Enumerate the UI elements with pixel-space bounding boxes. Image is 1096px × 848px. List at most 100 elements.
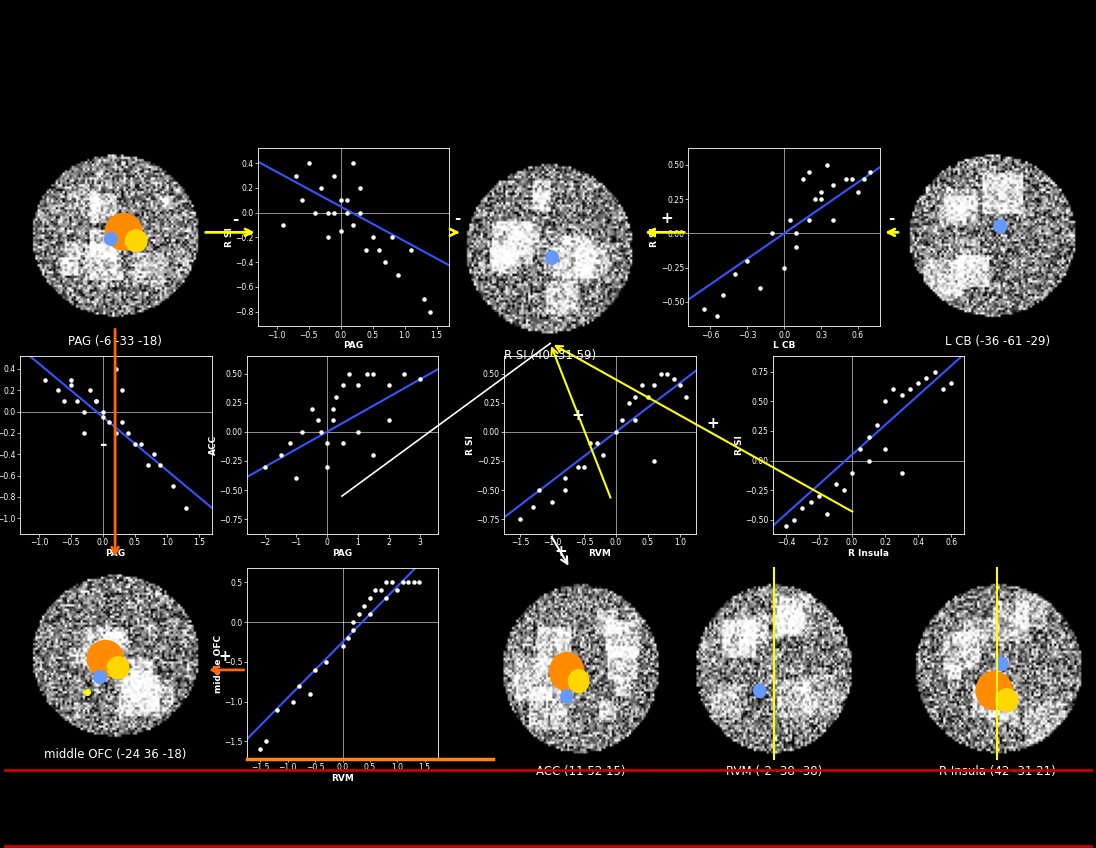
Point [36, 373, 54, 387]
Point [377, 576, 396, 589]
Point [530, 483, 548, 497]
Point [810, 489, 827, 503]
Point [659, 367, 676, 381]
Point [358, 367, 376, 381]
Circle shape [88, 640, 124, 677]
Point [88, 394, 105, 408]
Point [377, 592, 396, 605]
Point [826, 477, 844, 491]
Point [287, 169, 305, 182]
Point [627, 413, 644, 427]
Point [396, 367, 413, 381]
Point [294, 425, 311, 438]
Point [49, 383, 67, 397]
Point [835, 483, 853, 497]
Point [56, 394, 73, 408]
Point [106, 362, 124, 376]
Point [852, 442, 869, 455]
Point [824, 179, 842, 192]
Point [794, 501, 811, 515]
Point [775, 261, 792, 275]
Point [399, 576, 416, 589]
Point [351, 181, 368, 195]
X-axis label: PAG: PAG [332, 549, 353, 558]
Point [68, 394, 85, 408]
Point [312, 425, 330, 438]
Point [256, 734, 274, 748]
Point [282, 437, 299, 450]
Y-axis label: R SI: R SI [650, 227, 660, 248]
Point [62, 373, 80, 387]
Point [113, 416, 130, 429]
Point [901, 382, 918, 396]
Y-axis label: middle OFC: middle OFC [214, 634, 222, 693]
Point [800, 165, 818, 178]
Text: -: - [232, 212, 239, 227]
Text: -: - [454, 211, 460, 226]
Point [713, 288, 731, 302]
Point [627, 390, 644, 404]
Point [569, 460, 586, 473]
Text: Figure 6:: Figure 6: [13, 785, 73, 798]
Point [351, 206, 368, 220]
Point [344, 616, 362, 629]
Point [340, 631, 357, 644]
Text: +: + [218, 649, 231, 664]
X-axis label: PAG: PAG [105, 549, 126, 558]
Point [383, 231, 400, 244]
Point [332, 193, 350, 207]
Point [802, 495, 820, 509]
Point [671, 378, 688, 392]
Point [344, 218, 362, 232]
Point [62, 378, 80, 392]
Point [339, 206, 356, 220]
Point [893, 388, 911, 402]
Point [556, 471, 573, 485]
Point [312, 181, 330, 195]
Point [594, 449, 612, 462]
Circle shape [994, 220, 1007, 232]
Point [639, 390, 657, 404]
Point [300, 687, 318, 700]
Point [380, 378, 398, 392]
X-axis label: RVM: RVM [331, 773, 354, 783]
Point [837, 172, 855, 186]
Point [910, 377, 927, 390]
Point [943, 377, 960, 390]
Point [88, 394, 105, 408]
Point [777, 519, 795, 533]
Point [727, 268, 744, 282]
Point [75, 427, 92, 440]
Point [859, 454, 877, 467]
Point [807, 192, 824, 206]
Text: RVM (-2 -38 -38): RVM (-2 -38 -38) [726, 765, 822, 778]
Point [306, 206, 324, 220]
Point [917, 371, 935, 384]
Point [324, 402, 342, 416]
Point [819, 507, 836, 521]
Point [256, 460, 274, 473]
Text: Multi-regression analyses with the right SI, mid-lateral OFC, or ACC as the depe: Multi-regression analyses with the right… [101, 785, 943, 798]
Point [868, 418, 886, 432]
Point [272, 449, 289, 462]
Point [267, 703, 285, 717]
Point [388, 583, 406, 597]
Circle shape [569, 670, 589, 693]
Point [289, 679, 307, 693]
Point [300, 156, 318, 170]
Point [395, 576, 412, 589]
Point [708, 309, 726, 322]
Point [861, 165, 879, 178]
Point [94, 404, 112, 418]
Point [285, 695, 302, 709]
Point [139, 458, 157, 471]
Point [361, 607, 379, 621]
Point [113, 383, 130, 397]
Point [344, 623, 362, 637]
Point [589, 437, 606, 450]
Point [646, 455, 663, 468]
Point [786, 513, 803, 527]
Circle shape [995, 657, 1008, 671]
Circle shape [105, 214, 141, 250]
Point [421, 305, 438, 319]
